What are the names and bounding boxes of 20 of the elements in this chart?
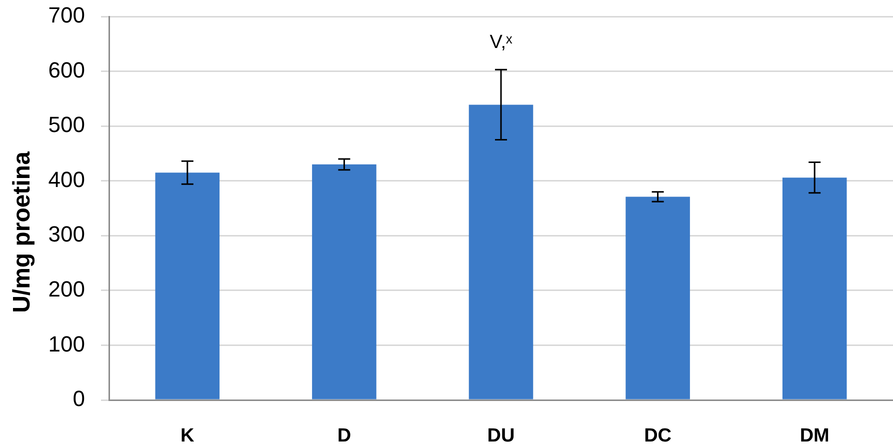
y-tick-label: 0	[72, 386, 85, 412]
y-tick-label: 500	[48, 112, 85, 138]
bar	[782, 178, 847, 400]
bar	[155, 172, 220, 400]
y-tick-label: 100	[48, 331, 85, 356]
y-axis-title: U/mg proetina	[8, 150, 36, 313]
x-tick-label: DM	[800, 426, 830, 446]
annotation: V,ˣ	[490, 32, 513, 53]
x-tick-label: DU	[487, 426, 515, 446]
bar	[468, 104, 534, 400]
x-tick-label: D	[337, 426, 352, 446]
x-tick-label: DC	[644, 426, 672, 446]
y-tick-label: 400	[48, 166, 85, 192]
y-tick-label: 300	[48, 222, 85, 247]
y-tick-label: 600	[48, 57, 85, 82]
bar	[312, 164, 376, 400]
x-tick-label: K	[180, 426, 195, 446]
y-tick-label: 200	[48, 276, 85, 302]
bar	[626, 196, 690, 400]
y-tick-label: 700	[48, 2, 85, 28]
